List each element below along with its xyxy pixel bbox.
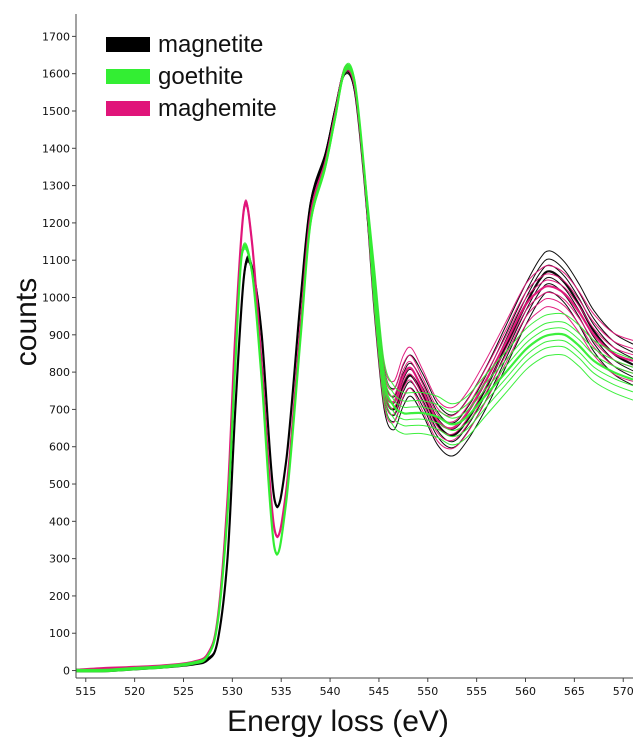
legend-swatch-maghemite xyxy=(106,101,150,116)
y-tick-label: 1300 xyxy=(42,180,70,193)
y-tick-label: 1000 xyxy=(42,292,70,305)
y-tick-label: 0 xyxy=(63,665,70,678)
x-tick-label: 550 xyxy=(417,685,438,698)
x-tick-label: 520 xyxy=(124,685,145,698)
x-axis-title: Energy loss (eV) xyxy=(227,705,449,738)
series-line xyxy=(76,62,633,670)
series-line xyxy=(76,65,633,671)
y-ticks: 0 100 200 300 400 500 600 700 800 900 1000 1100 1200… xyxy=(42,30,76,678)
legend: magnetite goethite maghemite xyxy=(106,31,277,122)
series-line xyxy=(76,72,633,673)
series-line xyxy=(76,68,633,671)
x-tick-label: 560 xyxy=(515,685,536,698)
series-line xyxy=(76,69,633,672)
series-line xyxy=(76,64,633,671)
series-line xyxy=(76,70,633,672)
y-tick-label: 700 xyxy=(49,403,70,416)
series-line xyxy=(76,67,633,672)
series-magnetite xyxy=(76,66,633,673)
series-line xyxy=(76,66,633,670)
x-ticks: 515 520 525 530 535 540 545 550 555 560 565 570 xyxy=(75,678,633,698)
y-tick-label: 1600 xyxy=(42,68,70,81)
y-tick-label: 600 xyxy=(49,441,70,454)
series-line xyxy=(76,65,633,672)
x-tick-label: 555 xyxy=(466,685,487,698)
y-tick-label: 400 xyxy=(49,515,70,528)
series-line xyxy=(76,64,633,670)
series-line xyxy=(76,68,633,672)
legend-swatch-magnetite xyxy=(106,37,150,52)
y-tick-label: 500 xyxy=(49,478,70,491)
y-tick-label: 1100 xyxy=(42,254,70,267)
series-line xyxy=(76,66,633,672)
legend-swatch-goethite xyxy=(106,69,150,84)
x-tick-label: 570 xyxy=(613,685,633,698)
series-line xyxy=(76,66,633,672)
y-tick-label: 100 xyxy=(49,627,70,640)
y-tick-label: 1700 xyxy=(42,30,70,43)
legend-label-maghemite: maghemite xyxy=(158,95,277,122)
y-tick-label: 1200 xyxy=(42,217,70,230)
legend-label-magnetite: magnetite xyxy=(158,31,263,58)
series-maghemite xyxy=(76,64,633,673)
y-tick-label: 1400 xyxy=(42,142,70,155)
series-goethite xyxy=(76,62,633,673)
y-tick-label: 800 xyxy=(49,366,70,379)
x-tick-label: 535 xyxy=(271,685,292,698)
x-tick-label: 525 xyxy=(173,685,194,698)
series-line xyxy=(76,68,633,673)
series-line xyxy=(76,66,633,671)
x-tick-label: 515 xyxy=(75,685,96,698)
y-tick-label: 1500 xyxy=(42,105,70,118)
series-line xyxy=(76,70,633,673)
axes xyxy=(75,14,633,679)
y-tick-label: 900 xyxy=(49,329,70,342)
series-line xyxy=(76,68,633,671)
x-tick-label: 530 xyxy=(222,685,243,698)
plot-area xyxy=(76,62,633,673)
y-tick-label: 300 xyxy=(49,553,70,566)
x-tick-label: 540 xyxy=(320,685,341,698)
series-line xyxy=(76,71,633,672)
y-axis-title: counts xyxy=(10,278,43,366)
x-tick-label: 545 xyxy=(368,685,389,698)
y-tick-label: 200 xyxy=(49,590,70,603)
legend-label-goethite: goethite xyxy=(158,63,243,90)
series-line xyxy=(76,63,633,671)
series-line xyxy=(76,69,633,672)
x-tick-label: 565 xyxy=(564,685,585,698)
